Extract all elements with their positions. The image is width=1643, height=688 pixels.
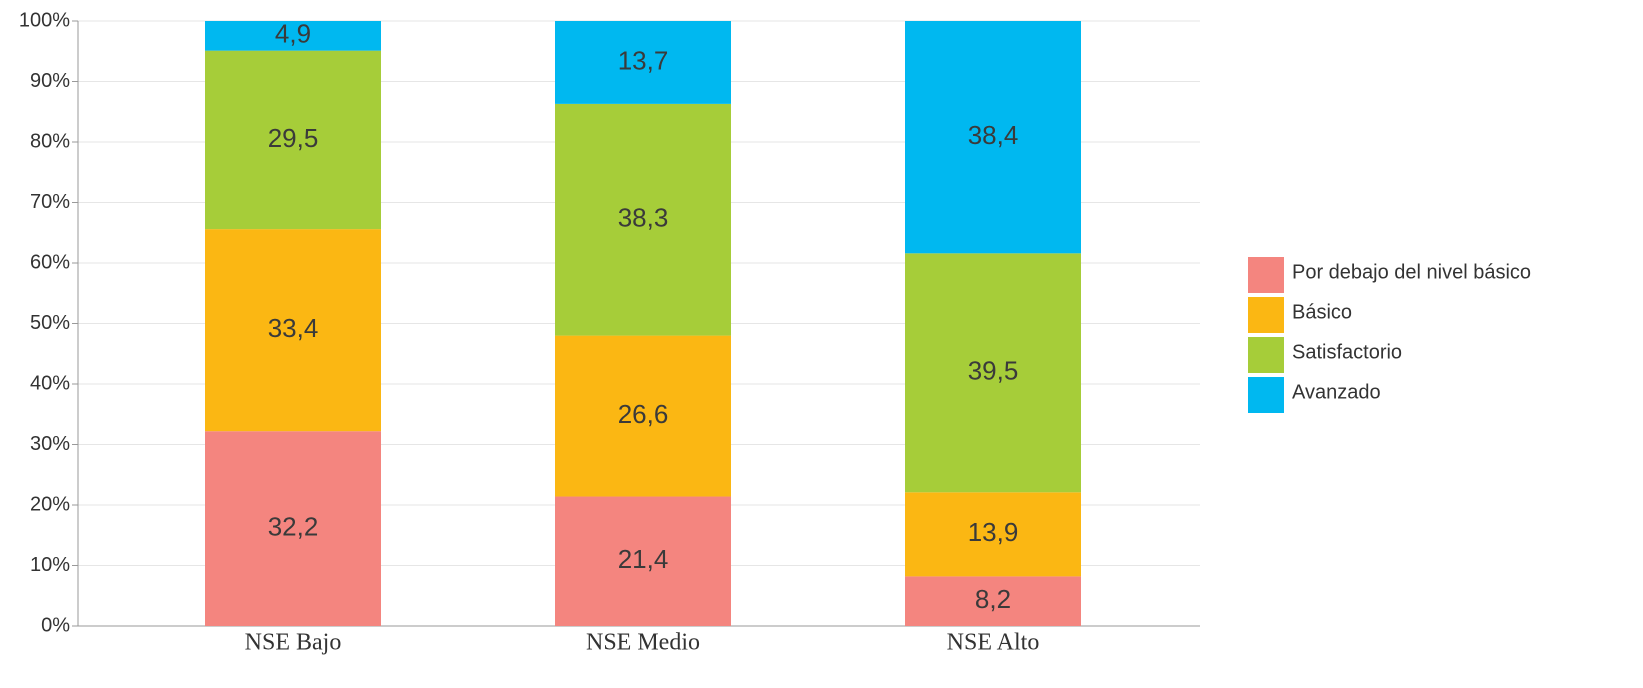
data-label: 33,4	[268, 313, 319, 343]
legend-swatch	[1248, 257, 1284, 293]
legend-swatch	[1248, 377, 1284, 413]
x-tick-label: NSE Medio	[586, 630, 700, 656]
y-tick-label: 0%	[41, 614, 70, 636]
y-tick-label: 90%	[30, 70, 70, 92]
legend-swatch	[1248, 337, 1284, 373]
bar-segment	[905, 576, 1081, 626]
y-tick-label: 50%	[30, 312, 70, 334]
bar-segment	[205, 50, 381, 230]
data-label: 21,4	[618, 544, 669, 574]
x-tick-label: NSE Bajo	[245, 630, 342, 656]
data-label: 38,3	[618, 203, 669, 233]
y-tick-label: 10%	[30, 554, 70, 576]
legend-label: Satisfactorio	[1292, 341, 1402, 363]
x-tick-label: NSE Alto	[947, 630, 1040, 656]
data-label: 13,9	[968, 517, 1019, 547]
bar-segment	[555, 335, 731, 497]
data-label: 13,7	[618, 45, 669, 75]
bar-segment	[205, 229, 381, 432]
y-tick-label: 80%	[30, 130, 70, 152]
y-tick-label: 40%	[30, 372, 70, 394]
bar-segment	[905, 492, 1081, 577]
data-label: 39,5	[968, 356, 1019, 386]
bar-segment	[905, 21, 1081, 254]
y-tick-label: 100%	[19, 9, 70, 31]
y-tick-label: 60%	[30, 251, 70, 273]
data-label: 4,9	[275, 19, 311, 49]
data-label: 29,5	[268, 123, 319, 153]
bar-segment	[905, 253, 1081, 493]
bar-segment	[555, 496, 731, 626]
legend-label: Básico	[1292, 301, 1352, 323]
y-tick-label: 20%	[30, 493, 70, 515]
data-label: 38,4	[968, 120, 1019, 150]
legend-label: Por debajo del nivel básico	[1292, 261, 1531, 283]
legend-label: Avanzado	[1292, 381, 1381, 403]
data-label: 32,2	[268, 511, 319, 541]
bar-segment	[205, 21, 381, 51]
legend-swatch	[1248, 297, 1284, 333]
y-tick-label: 30%	[30, 433, 70, 455]
data-label: 26,6	[618, 399, 669, 429]
y-tick-label: 70%	[30, 191, 70, 213]
data-label: 8,2	[975, 584, 1011, 614]
bar-segment	[205, 431, 381, 626]
bar-segment	[555, 103, 731, 336]
bar-segment	[555, 21, 731, 104]
